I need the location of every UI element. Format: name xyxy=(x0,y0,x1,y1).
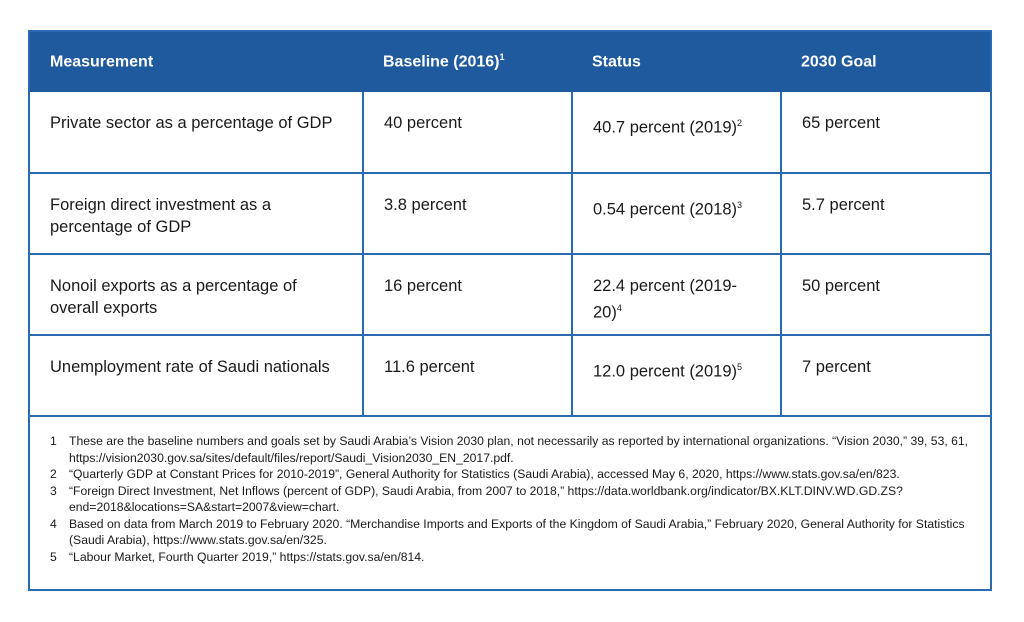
footnote: 1 These are the baseline numbers and goa… xyxy=(50,433,970,466)
table-body: Private sector as a percentage of GDP 40… xyxy=(30,92,990,417)
footnote-ref: 3 xyxy=(737,200,743,210)
header-baseline: Baseline (2016)1 xyxy=(363,32,572,92)
footnote: 3 “Foreign Direct Investment, Net Inflow… xyxy=(50,483,970,516)
footnote-text: Based on data from March 2019 to Februar… xyxy=(69,516,965,548)
footnote-ref: 4 xyxy=(616,303,622,313)
cell-baseline: 11.6 percent xyxy=(363,335,573,417)
footnotes: 1 These are the baseline numbers and goa… xyxy=(30,417,990,565)
table-row: Nonoil exports as a percentage of overal… xyxy=(30,254,990,336)
cell-baseline: 3.8 percent xyxy=(363,173,573,255)
cell-goal: 65 percent xyxy=(781,92,990,174)
header-measurement: Measurement xyxy=(30,32,363,92)
header-row: Measurement Baseline (2016)1 Status 2030… xyxy=(30,32,990,92)
footnote-number: 3 xyxy=(50,483,57,498)
cell-measurement: Nonoil exports as a percentage of overal… xyxy=(30,254,364,336)
cell-baseline: 40 percent xyxy=(363,92,573,174)
footnote-number: 1 xyxy=(50,434,57,448)
header-status: Status xyxy=(572,32,781,92)
cell-status: 40.7 percent (2019)2 xyxy=(572,92,782,174)
footnote-ref: 5 xyxy=(737,362,743,372)
footnote-number: 5 xyxy=(50,549,57,564)
table-row: Unemployment rate of Saudi nationals 11.… xyxy=(30,335,990,417)
header-goal: 2030 Goal xyxy=(781,32,990,92)
cell-baseline: 16 percent xyxy=(363,254,573,336)
footnote: 4 Based on data from March 2019 to Febru… xyxy=(50,516,970,549)
vision2030-table-frame: Measurement Baseline (2016)1 Status 2030… xyxy=(28,30,992,591)
table-row: Private sector as a percentage of GDP 40… xyxy=(30,92,990,174)
vision2030-measurements-table: Measurement Baseline (2016)1 Status 2030… xyxy=(30,32,990,417)
footnote-text: “Foreign Direct Investment, Net Inflows … xyxy=(69,483,903,515)
table-row: Foreign direct investment as a percentag… xyxy=(30,173,990,255)
footnote-number: 4 xyxy=(50,516,57,531)
cell-status: 12.0 percent (2019)5 xyxy=(572,335,782,417)
cell-status: 22.4 percent (2019-20)4 xyxy=(572,254,782,336)
footnote-ref: 2 xyxy=(737,118,743,128)
cell-status: 0.54 percent (2018)3 xyxy=(572,173,782,255)
footnote-text: “Quarterly GDP at Constant Prices for 20… xyxy=(69,467,900,481)
footnote: 2 “Quarterly GDP at Constant Prices for … xyxy=(50,466,970,483)
footnote: 5 “Labour Market, Fourth Quarter 2019,” … xyxy=(50,549,970,566)
cell-goal: 5.7 percent xyxy=(781,173,990,255)
footnote-number: 2 xyxy=(50,467,57,481)
cell-measurement: Unemployment rate of Saudi nationals xyxy=(30,335,364,417)
footnote-text: “Labour Market, Fourth Quarter 2019,” ht… xyxy=(69,549,425,564)
footnote-text: These are the baseline numbers and goals… xyxy=(69,434,969,465)
cell-measurement: Private sector as a percentage of GDP xyxy=(30,92,364,174)
table-header: Measurement Baseline (2016)1 Status 2030… xyxy=(30,32,990,92)
cell-measurement: Foreign direct investment as a percentag… xyxy=(30,173,364,255)
cell-goal: 50 percent xyxy=(781,254,990,336)
cell-goal: 7 percent xyxy=(781,335,990,417)
